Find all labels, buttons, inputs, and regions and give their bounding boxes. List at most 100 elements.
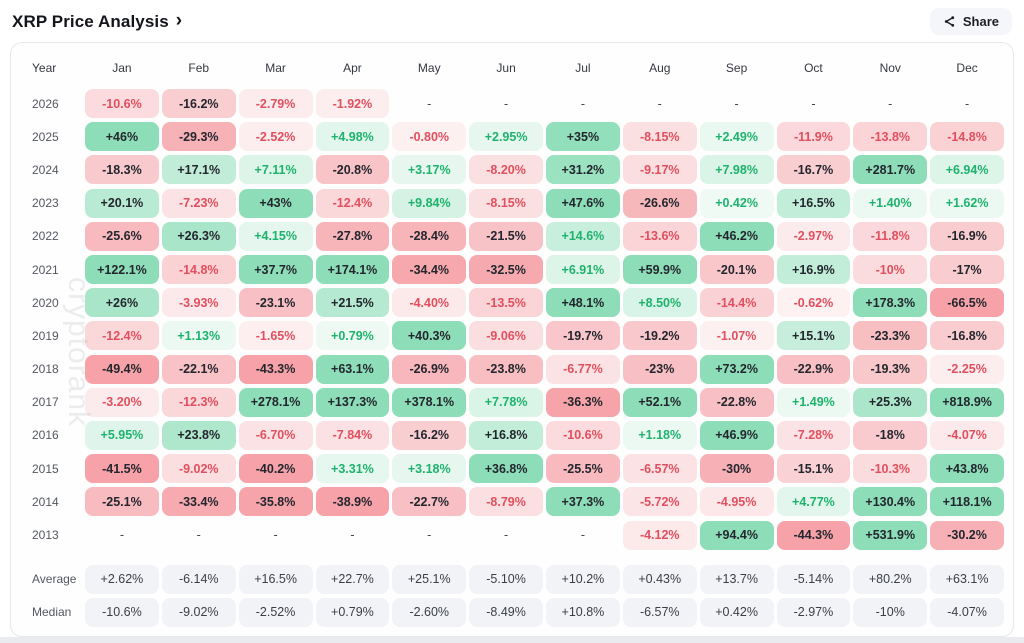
value-cell: -66.5% [930, 288, 1004, 318]
value-cell: +6.91% [546, 255, 620, 285]
month-header: Jan [112, 61, 132, 75]
value-cell: - [119, 528, 124, 543]
value-cell: -8.15% [469, 188, 543, 218]
value-cell: +3.17% [392, 155, 467, 185]
value-cell: - [964, 96, 970, 111]
summary-value-cell: +22.7% [315, 564, 390, 594]
year-label: 2017 [32, 395, 59, 410]
table-row: 2018 -49.4% -22.1% -43.3% +63.1% -26.9% -23.8%… [20, 353, 1004, 386]
value-cell: +47.6% [546, 188, 620, 218]
year-label: 2023 [32, 196, 59, 211]
table-row: 2023 +20.1% -7.23% +43% -12.4% +9.84% -8.15% +4… [20, 187, 1004, 220]
value-cell: +4.77% [776, 487, 851, 517]
value-cell: - [888, 96, 893, 111]
value-cell: +178.3% [853, 288, 928, 318]
year-label: 2018 [32, 362, 59, 377]
value-cell: +2.49% [699, 122, 774, 152]
value-cell: +818.9% [930, 387, 1004, 417]
value-cell: -29.3% [161, 122, 236, 152]
year-label: 2020 [32, 295, 59, 310]
month-header: Jul [575, 61, 591, 75]
value-cell: -6.70% [238, 420, 313, 450]
table-row: 2024 -18.3% +17.1% +7.11% -20.8% +3.17% -8.20%… [20, 153, 1004, 186]
value-cell: +281.7% [853, 155, 928, 185]
value-cell: +73.2% [699, 354, 774, 384]
summary-value-cell: +10.8% [546, 597, 620, 627]
summary-value-cell: -2.52% [238, 597, 313, 627]
value-cell: - [503, 528, 509, 543]
value-cell: +43.8% [930, 454, 1004, 484]
share-button[interactable]: Share [929, 8, 1012, 35]
value-cell: -1.92% [315, 89, 390, 119]
value-cell: +17.1% [161, 155, 236, 185]
value-cell: +37.3% [546, 487, 620, 517]
table-row: 2022 -25.6% +26.3% +4.15% -27.8% -28.4% -21.5%… [20, 220, 1004, 253]
value-cell: -10.3% [853, 454, 928, 484]
value-cell: +16.8% [469, 420, 543, 450]
value-cell: +1.13% [161, 321, 236, 351]
value-cell: +174.1% [315, 255, 390, 285]
value-cell: -14.4% [699, 288, 774, 318]
value-cell: -44.3% [776, 520, 851, 550]
value-cell: +0.42% [699, 188, 774, 218]
value-cell: -16.2% [161, 89, 236, 119]
table-row: 2015 -41.5% -9.02% -40.2% +3.31% +3.18% +36.8%… [20, 452, 1004, 485]
value-cell: -23.3% [853, 321, 928, 351]
value-cell: -4.95% [699, 487, 774, 517]
table-row: 2013 - - - - - - - -4.12% +94.4% -44.3% +531.9% -30.… [20, 518, 1004, 551]
value-cell: -13.8% [853, 122, 928, 152]
value-cell: -21.5% [469, 221, 543, 251]
value-cell: +37.7% [238, 255, 313, 285]
page-title[interactable]: XRP Price Analysis › [12, 11, 182, 32]
value-cell: +531.9% [853, 520, 928, 550]
value-cell: -33.4% [161, 487, 236, 517]
year-label: 2019 [32, 328, 59, 343]
value-cell: -6.57% [622, 454, 697, 484]
table-summary: Average +2.62% -6.14% +16.5% +22.7% +25.1% -5.… [20, 563, 1004, 629]
value-cell: +94.4% [699, 520, 774, 550]
value-cell: -11.9% [776, 122, 851, 152]
value-cell: -8.20% [469, 155, 543, 185]
value-cell: -16.2% [392, 420, 467, 450]
table-row: 2019 -12.4% +1.13% -1.65% +0.79% +40.3% -9.06%… [20, 319, 1004, 352]
value-cell: -32.5% [469, 255, 543, 285]
table-row: 2014 -25.1% -33.4% -35.8% -38.9% -22.7% -8.79%… [20, 485, 1004, 518]
value-cell: - [427, 528, 432, 543]
value-cell: -10.6% [85, 89, 159, 119]
value-cell: +7.11% [238, 155, 313, 185]
value-cell: +35% [546, 122, 620, 152]
table-row: 2021 +122.1% -14.8% +37.7% +174.1% -34.4% -32.… [20, 253, 1004, 286]
summary-value-cell: -6.14% [161, 564, 236, 594]
value-cell: +16.5% [776, 188, 851, 218]
month-header: Sep [725, 61, 748, 75]
value-cell: +21.5% [315, 288, 390, 318]
value-cell: +7.98% [699, 155, 774, 185]
table-body: 2026 -10.6% -16.2% -2.79% -1.92% - - - - - - - -2025… [20, 87, 1004, 552]
summary-value-cell: +25.1% [392, 564, 467, 594]
value-cell: -30.2% [930, 520, 1004, 550]
value-cell: -3.20% [85, 387, 159, 417]
value-cell: -12.3% [161, 387, 236, 417]
value-cell: +1.40% [853, 188, 928, 218]
value-cell: +48.1% [546, 288, 620, 318]
value-cell: -19.2% [622, 321, 697, 351]
value-cell: -20.1% [699, 255, 774, 285]
value-cell: - [580, 528, 585, 543]
value-cell: +137.3% [315, 387, 390, 417]
year-label: 2015 [32, 461, 59, 476]
month-header: Jun [496, 61, 516, 75]
value-cell: +118.1% [930, 487, 1004, 517]
value-cell: - [503, 96, 509, 111]
value-cell: - [811, 96, 816, 111]
month-header: May [417, 61, 441, 75]
value-cell: +26% [85, 288, 159, 318]
summary-value-cell: -2.60% [392, 597, 467, 627]
value-cell: +46.2% [699, 221, 774, 251]
summary-value-cell: +63.1% [930, 564, 1004, 594]
value-cell: -26.6% [622, 188, 697, 218]
value-cell: -19.7% [546, 321, 620, 351]
value-cell: +25.3% [853, 387, 928, 417]
summary-value-cell: +0.42% [699, 597, 774, 627]
value-cell: - [196, 528, 201, 543]
value-cell: -28.4% [392, 221, 467, 251]
